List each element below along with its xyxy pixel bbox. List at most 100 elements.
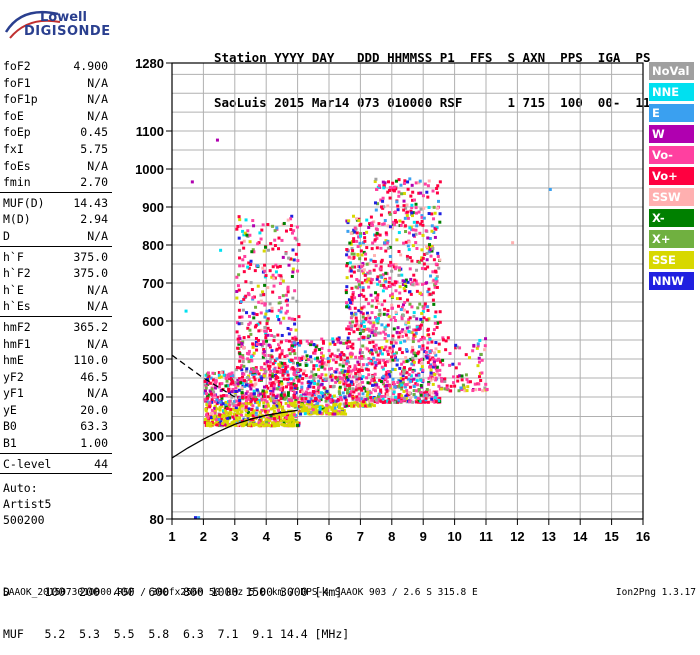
data-point xyxy=(415,224,419,228)
data-point xyxy=(382,358,386,362)
param-value: N/A xyxy=(87,158,108,173)
data-point xyxy=(351,368,355,372)
data-point xyxy=(310,370,314,374)
data-point xyxy=(407,240,411,244)
data-point xyxy=(234,420,238,424)
data-point xyxy=(204,409,208,413)
data-point xyxy=(372,220,376,224)
data-point xyxy=(386,204,390,208)
data-point xyxy=(391,334,395,338)
data-point xyxy=(382,374,386,378)
data-point xyxy=(246,229,250,233)
data-point xyxy=(385,380,389,384)
data-point xyxy=(371,241,375,245)
data-point xyxy=(261,389,265,393)
data-point xyxy=(351,375,355,379)
data-point xyxy=(280,352,284,356)
data-point xyxy=(348,374,352,378)
data-point xyxy=(246,376,250,380)
data-point xyxy=(312,403,316,407)
data-point xyxy=(285,377,289,381)
data-point xyxy=(247,293,251,297)
data-point xyxy=(396,380,400,384)
data-point xyxy=(228,403,232,407)
data-point xyxy=(326,392,330,396)
data-point xyxy=(357,279,361,283)
data-point xyxy=(429,254,433,258)
param-value: N/A xyxy=(87,282,108,297)
data-point xyxy=(320,359,324,363)
data-point xyxy=(337,390,341,394)
data-point xyxy=(427,287,431,291)
data-point xyxy=(366,381,370,385)
data-point xyxy=(381,289,385,293)
data-point xyxy=(276,265,280,269)
data-point xyxy=(345,253,349,257)
data-point xyxy=(406,298,410,302)
data-point xyxy=(386,375,390,379)
data-point xyxy=(365,347,369,351)
data-point xyxy=(324,411,328,415)
data-point xyxy=(480,371,484,375)
data-point xyxy=(401,314,405,318)
data-point xyxy=(290,231,294,235)
data-point xyxy=(374,296,378,300)
data-point xyxy=(280,382,284,386)
data-point xyxy=(248,420,252,424)
param-row-clevel: C-level 44 xyxy=(0,456,112,473)
data-point xyxy=(384,377,388,381)
data-point xyxy=(383,219,387,223)
data-point xyxy=(327,367,331,371)
data-point xyxy=(313,351,317,355)
data-point xyxy=(398,297,402,301)
data-point xyxy=(280,306,284,310)
outlier-point xyxy=(184,309,188,313)
param-key: h`F2 xyxy=(3,266,31,281)
data-point xyxy=(404,396,408,400)
data-point xyxy=(393,368,397,372)
data-point xyxy=(285,303,289,307)
data-point xyxy=(370,278,374,282)
data-point xyxy=(439,360,443,364)
data-point xyxy=(259,299,263,303)
data-point xyxy=(407,321,411,325)
legend-item-ssw: SSW xyxy=(649,188,694,206)
data-point xyxy=(459,386,463,390)
data-point xyxy=(410,259,414,263)
param-separator xyxy=(0,473,112,475)
data-point xyxy=(290,317,294,321)
data-point xyxy=(259,293,263,297)
data-point xyxy=(389,318,393,322)
data-point xyxy=(271,362,275,366)
data-point xyxy=(425,281,429,285)
data-point xyxy=(276,314,280,318)
data-point xyxy=(262,415,266,419)
data-point xyxy=(425,318,429,322)
data-point xyxy=(291,336,295,340)
param-key: h`Es xyxy=(3,299,31,314)
data-point xyxy=(349,369,353,373)
data-point xyxy=(235,403,239,407)
data-point xyxy=(345,376,349,380)
data-point xyxy=(242,394,246,398)
data-point xyxy=(411,337,415,341)
data-point xyxy=(283,397,287,401)
data-point xyxy=(304,361,308,365)
data-point xyxy=(335,367,339,371)
data-point xyxy=(432,258,436,262)
data-point xyxy=(238,248,242,252)
data-point xyxy=(296,363,300,367)
data-point xyxy=(299,341,303,345)
data-point xyxy=(374,227,378,231)
data-point xyxy=(307,380,311,384)
data-point xyxy=(434,277,438,281)
data-point xyxy=(385,384,389,388)
data-point xyxy=(440,387,444,391)
data-point xyxy=(400,305,404,309)
data-point xyxy=(386,190,390,194)
data-point xyxy=(282,418,286,422)
data-point xyxy=(307,410,311,414)
data-point xyxy=(403,308,407,312)
data-point xyxy=(435,365,439,369)
data-point xyxy=(324,399,328,403)
